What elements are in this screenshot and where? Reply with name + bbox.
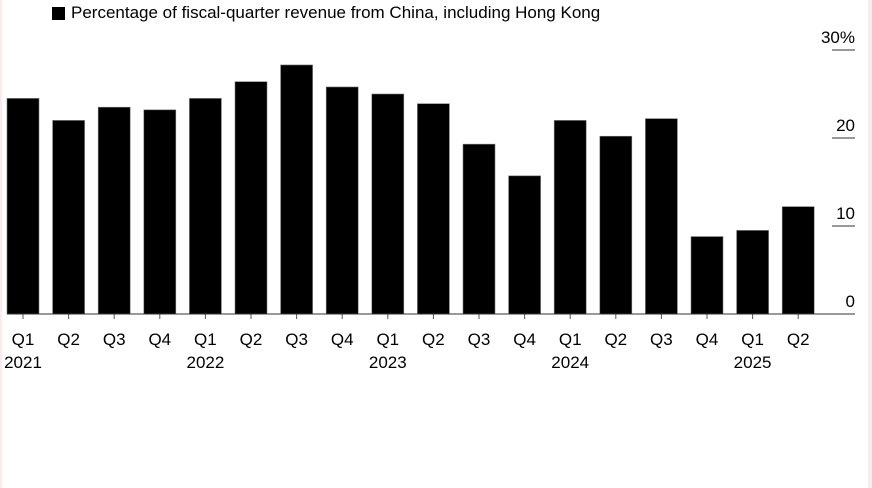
x-tick-label: Q1 (194, 330, 217, 349)
bar (143, 109, 177, 315)
y-tick-label: 0 (846, 292, 855, 311)
legend-swatch (52, 6, 65, 20)
bar (325, 86, 359, 315)
bar (189, 98, 222, 315)
bar (553, 120, 587, 315)
x-tick-label: Q2 (422, 330, 445, 349)
bar (6, 98, 40, 315)
bar (781, 206, 815, 315)
x-tick-label: Q3 (285, 330, 308, 349)
x-tick-label: Q4 (696, 330, 719, 349)
bar (599, 135, 633, 315)
bar (371, 93, 405, 315)
x-tick-label: Q1 (741, 330, 764, 349)
x-tick-label: Q4 (331, 330, 354, 349)
x-tick-label: Q2 (787, 330, 810, 349)
bar (462, 143, 496, 315)
x-tick-label: Q2 (240, 330, 263, 349)
bar (234, 81, 268, 315)
x-tick-label: Q1 (559, 330, 582, 349)
bar (508, 175, 541, 315)
bar (645, 118, 678, 315)
x-tick-label: Q1 (376, 330, 399, 349)
bar (736, 230, 769, 315)
x-tick-label: Q2 (604, 330, 627, 349)
bar (417, 103, 450, 315)
y-tick-label: 20 (836, 116, 855, 135)
x-tick-label: Q3 (468, 330, 491, 349)
bar (280, 64, 313, 315)
x-tick-label: Q1 (12, 330, 35, 349)
x-tick-label: Q3 (103, 330, 126, 349)
x-year-label: 2024 (551, 353, 589, 372)
x-tick-label: Q3 (650, 330, 673, 349)
bar (690, 236, 724, 315)
x-tick-label: Q2 (57, 330, 80, 349)
legend: Percentage of fiscal-quarter revenue fro… (52, 3, 600, 23)
x-year-label: 2023 (369, 353, 407, 372)
y-tick-label: 10 (836, 204, 855, 223)
legend-label: Percentage of fiscal-quarter revenue fro… (71, 3, 601, 22)
x-tick-label: Q4 (148, 330, 171, 349)
bar (97, 106, 131, 315)
x-tick-label: Q4 (513, 330, 536, 349)
x-year-label: 2022 (186, 353, 224, 372)
x-year-label: 2021 (4, 353, 42, 372)
x-year-label: 2025 (734, 353, 772, 372)
bar (52, 120, 85, 315)
y-tick-label: 30% (821, 28, 855, 47)
